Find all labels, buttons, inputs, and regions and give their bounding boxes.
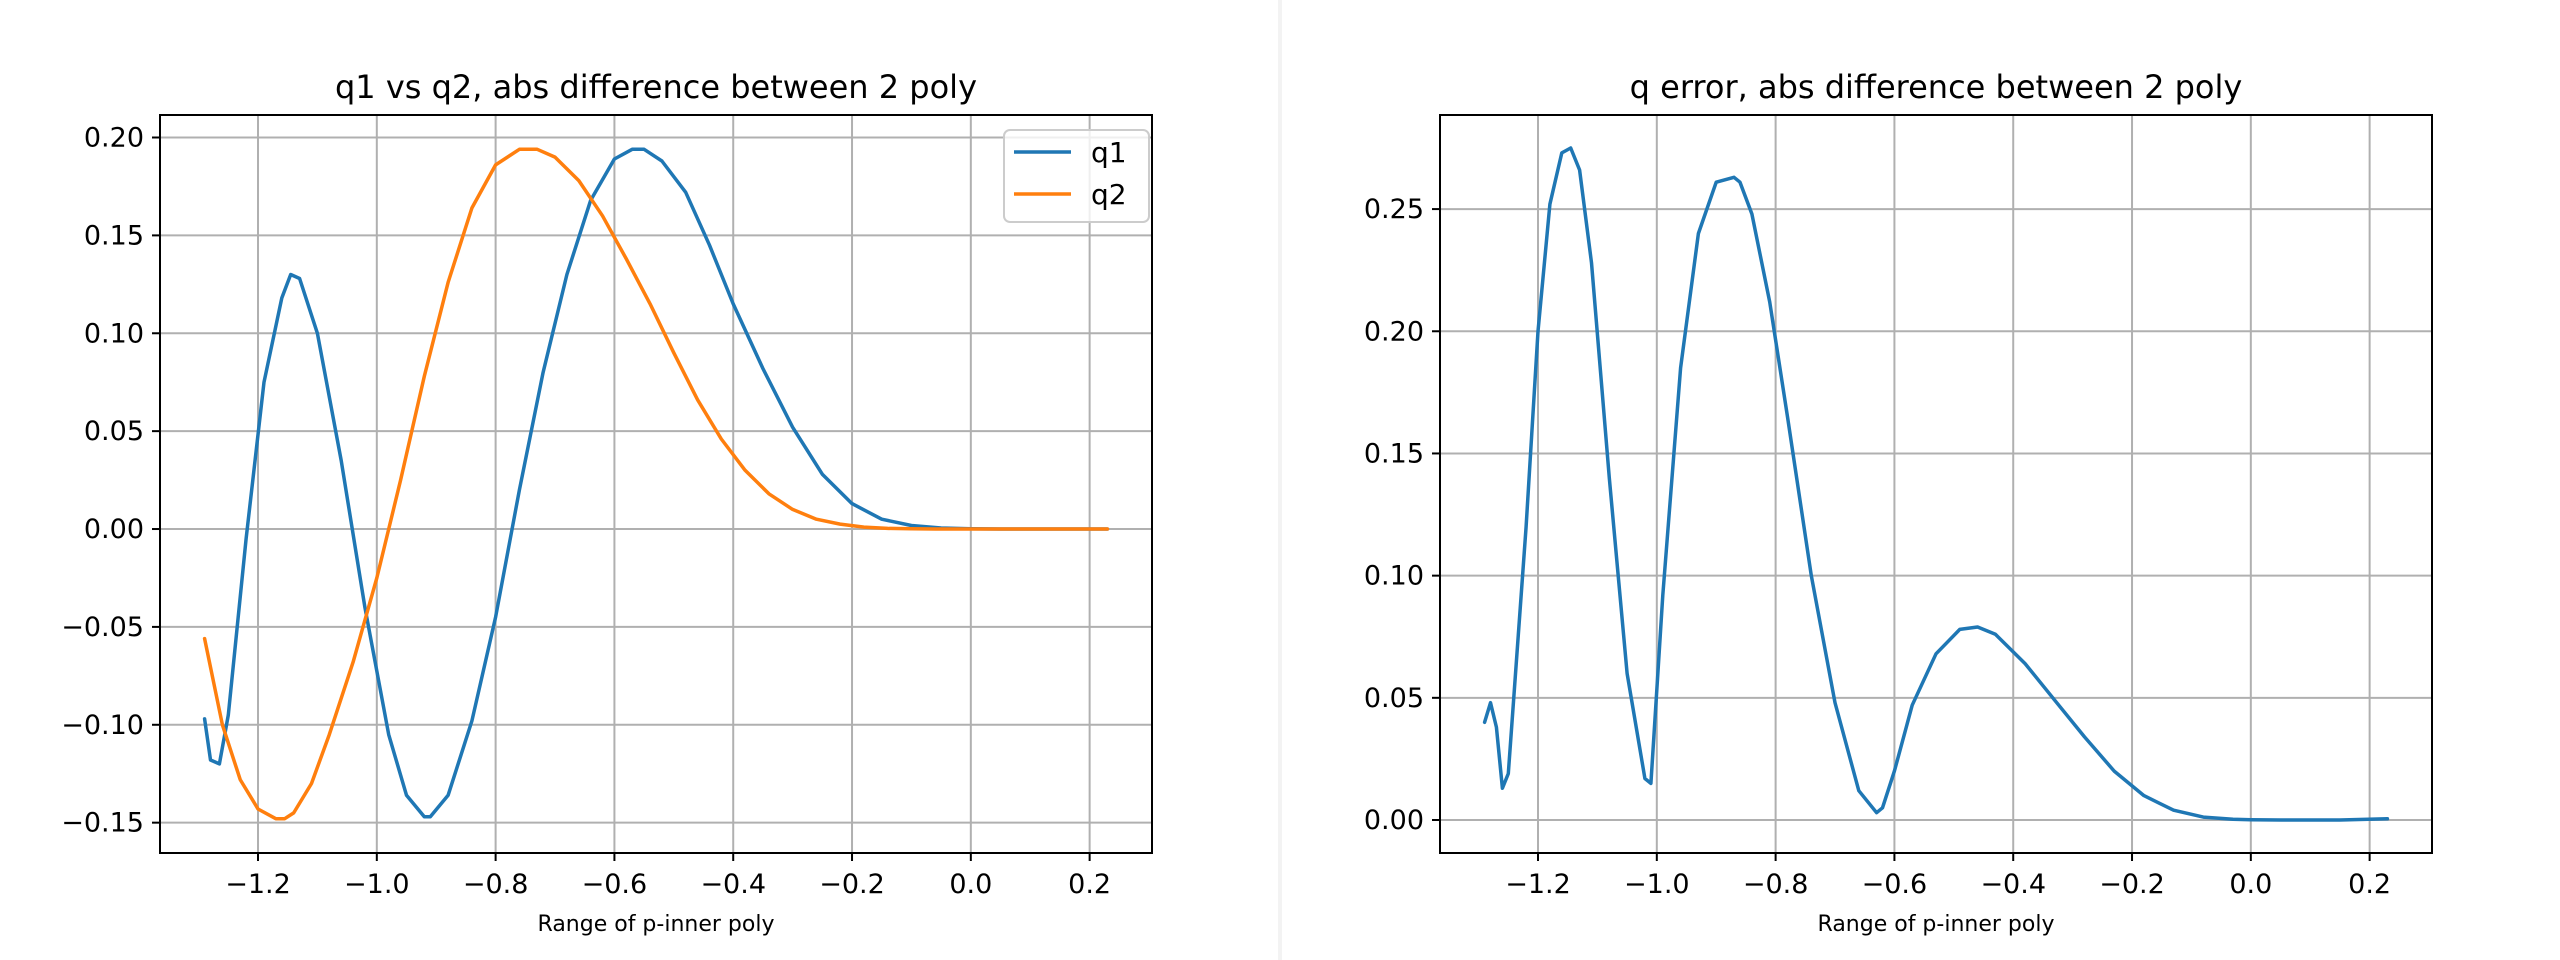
y-tick-label: −0.05 bbox=[61, 612, 144, 643]
grid-lines bbox=[160, 115, 1152, 853]
y-ticks: 0.00 0.05 0.10 0.15 0.20 0.25 bbox=[1364, 194, 1440, 836]
x-tick-label: 0.2 bbox=[1068, 869, 1111, 900]
x-tick-label: −0.8 bbox=[463, 869, 529, 900]
x-tick-label: −0.8 bbox=[1743, 869, 1809, 900]
y-tick-label: 0.15 bbox=[1364, 438, 1424, 469]
y-tick-label: 0.10 bbox=[1364, 561, 1424, 592]
y-tick-label: 0.15 bbox=[84, 220, 144, 251]
x-tick-label: 0.0 bbox=[2229, 869, 2272, 900]
legend-q2-label: q2 bbox=[1091, 178, 1127, 211]
series-line-series-0 bbox=[1482, 146, 2390, 822]
x-tick-label: −1.0 bbox=[344, 869, 410, 900]
legend: q1 q2 bbox=[1003, 129, 1150, 223]
x-ticks: −1.2 −1.0 −0.8 −0.6 −0.4 −0.2 0.0 0.2 bbox=[1505, 853, 2391, 900]
legend-box bbox=[1003, 129, 1150, 223]
chart-title: q error, abs difference between 2 poly bbox=[1630, 68, 2243, 106]
q-error-chart: −1.2 −1.0 −0.8 −0.6 −0.4 −0.2 0.0 0.2 0.000.050… bbox=[1364, 68, 2433, 937]
x-tick-label: −1.0 bbox=[1624, 869, 1690, 900]
x-tick-label: −0.4 bbox=[1980, 869, 2046, 900]
chart-title: q1 vs q2, abs difference between 2 poly bbox=[335, 68, 977, 106]
grid-lines bbox=[1440, 115, 2432, 853]
series-line-q2 bbox=[202, 147, 1110, 821]
y-tick-label: 0.00 bbox=[84, 514, 144, 545]
right-panel: −1.2 −1.0 −0.8 −0.6 −0.4 −0.2 0.0 0.2 0.00 0.05 0… bbox=[1282, 0, 2560, 960]
series-lines bbox=[1482, 146, 2390, 822]
x-tick-label: −0.6 bbox=[582, 869, 648, 900]
x-tick-label: −0.2 bbox=[2099, 869, 2165, 900]
plot-frame bbox=[1439, 114, 2433, 854]
y-tick-label: 0.05 bbox=[1364, 683, 1424, 714]
x-tick-label: 0.0 bbox=[949, 869, 992, 900]
y-tick-label: 0.25 bbox=[1364, 194, 1424, 225]
series-line-q1 bbox=[202, 147, 1110, 819]
left-panel: −1.2 −1.0 −0.8 −0.6 −0.4 −0.2 0.0 0.2 −0.15 −0.1… bbox=[0, 0, 1278, 960]
x-tick-label: −0.6 bbox=[1862, 869, 1928, 900]
y-ticks: −0.15 −0.10 −0.05 0.00 0.05 0.10 0.15 0.20 bbox=[61, 123, 160, 839]
x-axis-label: Range of p-inner poly bbox=[538, 912, 775, 937]
y-tick-label: 0.00 bbox=[1364, 805, 1424, 836]
plot-frame bbox=[159, 114, 1153, 854]
y-tick-label: 0.05 bbox=[84, 416, 144, 447]
legend-q1-label: q1 bbox=[1091, 136, 1127, 169]
y-tick-label: 0.10 bbox=[84, 318, 144, 349]
x-ticks: −1.2 −1.0 −0.8 −0.6 −0.4 −0.2 0.0 0.2 bbox=[225, 853, 1111, 900]
x-axis-label: Range of p-inner poly bbox=[1818, 912, 2055, 937]
x-tick-label: −1.2 bbox=[1505, 869, 1571, 900]
panel-divider bbox=[1278, 0, 1282, 960]
x-tick-label: 0.2 bbox=[2348, 869, 2391, 900]
q1-vs-q2-chart: −1.2 −1.0 −0.8 −0.6 −0.4 −0.2 0.0 0.2 −0.15−0.1… bbox=[61, 68, 1153, 937]
y-tick-label: 0.20 bbox=[1364, 316, 1424, 347]
x-tick-label: −0.2 bbox=[819, 869, 885, 900]
series-lines bbox=[202, 147, 1110, 821]
x-tick-label: −1.2 bbox=[225, 869, 291, 900]
y-tick-label: −0.10 bbox=[61, 710, 144, 741]
y-tick-label: 0.20 bbox=[84, 123, 144, 154]
x-tick-label: −0.4 bbox=[700, 869, 766, 900]
y-tick-label: −0.15 bbox=[61, 808, 144, 839]
